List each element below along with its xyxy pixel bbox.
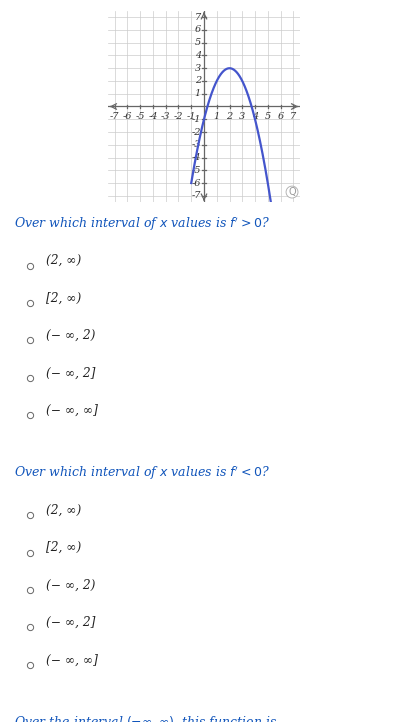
Text: 5: 5 [265,112,271,121]
Text: -3: -3 [161,112,170,121]
Text: -7: -7 [191,191,201,200]
Text: (2, ∞): (2, ∞) [46,254,81,267]
Text: Over the interval $(-\infty, \infty)$, this function is: Over the interval $(-\infty, \infty)$, t… [14,714,277,722]
Text: -6: -6 [123,112,132,121]
Text: 4: 4 [194,51,201,60]
Text: 3: 3 [194,64,201,73]
Text: [2, ∞): [2, ∞) [46,541,81,554]
Text: -1: -1 [186,112,196,121]
Text: Over which interval of $x$ values is $f' < 0$?: Over which interval of $x$ values is $f'… [14,465,270,482]
Text: -5: -5 [191,166,201,175]
Text: -7: -7 [110,112,120,121]
Text: 2: 2 [226,112,233,121]
Text: 3: 3 [239,112,245,121]
Text: Q: Q [288,187,296,197]
Text: 4: 4 [252,112,258,121]
Text: Over which interval of $x$ values is $f' > 0$?: Over which interval of $x$ values is $f'… [14,215,270,232]
Text: 6: 6 [278,112,284,121]
Text: 6: 6 [194,25,201,35]
Text: (2, ∞): (2, ∞) [46,504,81,517]
Text: -2: -2 [174,112,183,121]
Text: (− ∞, ∞]: (− ∞, ∞] [46,653,98,666]
Text: -6: -6 [191,178,201,188]
Text: (− ∞, ∞]: (− ∞, ∞] [46,404,98,417]
Text: [2, ∞): [2, ∞) [46,292,81,305]
Text: (− ∞, 2): (− ∞, 2) [46,578,95,591]
Text: 1: 1 [214,112,220,121]
Text: 7: 7 [194,13,201,22]
Text: -4: -4 [191,153,201,162]
Text: 1: 1 [194,90,201,98]
Text: (− ∞, 2]: (− ∞, 2] [46,616,95,629]
Text: -5: -5 [136,112,145,121]
Text: -2: -2 [191,128,201,136]
Text: -3: -3 [191,140,201,149]
Text: 7: 7 [290,112,296,121]
Text: (− ∞, 2): (− ∞, 2) [46,329,95,342]
Text: -4: -4 [148,112,158,121]
Text: (− ∞, 2]: (− ∞, 2] [46,367,95,380]
Text: -1: -1 [191,115,201,123]
Text: 2: 2 [194,77,201,85]
Text: 5: 5 [194,38,201,47]
